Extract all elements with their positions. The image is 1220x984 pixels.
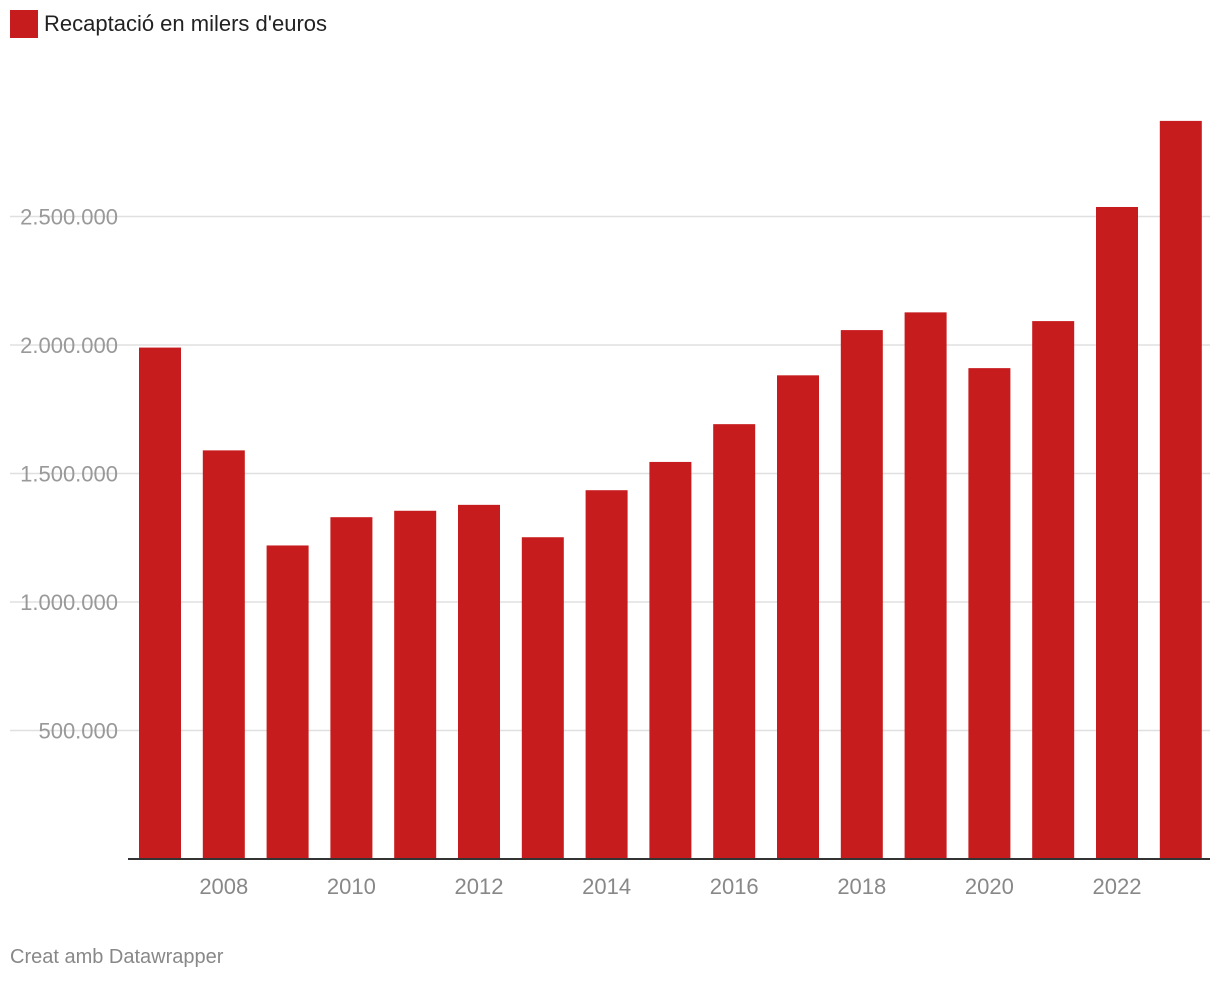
bar-2009 (266, 545, 309, 859)
bar-2007 (139, 347, 181, 859)
y-tick-label: 1.000.000 (20, 590, 118, 615)
bar-2010 (330, 517, 373, 859)
bar-2023 (1159, 120, 1202, 859)
x-axis-labels: 2008 2010 2012 2014 2016 2018 2020 2022 (199, 874, 1141, 899)
bar-2014 (585, 490, 628, 859)
y-tick-label: 500.000 (38, 719, 118, 744)
legend-swatch (10, 10, 38, 38)
bar-2020 (968, 368, 1011, 859)
bar-2018 (840, 330, 883, 859)
bar-2019 (904, 312, 947, 860)
x-tick-label: 2022 (1093, 874, 1142, 899)
bar-2008 (202, 450, 245, 859)
bars (139, 120, 1202, 860)
x-tick-label: 2008 (199, 874, 248, 899)
x-tick-label: 2014 (582, 874, 631, 899)
y-tick-label: 1.500.000 (20, 462, 118, 487)
legend: Recaptació en milers d'euros (10, 10, 327, 38)
y-tick-label: 2.500.000 (20, 205, 118, 230)
bar-2017 (777, 375, 819, 859)
bar-2021 (1032, 321, 1075, 859)
x-tick-label: 2010 (327, 874, 376, 899)
bar-2013 (521, 537, 564, 859)
bar-2012 (458, 504, 500, 859)
bar-2011 (394, 510, 437, 859)
footer-credit: Creat amb Datawrapper (10, 946, 224, 968)
bar-2022 (1096, 206, 1138, 860)
x-tick-label: 2020 (965, 874, 1014, 899)
x-tick-label: 2016 (710, 874, 759, 899)
y-axis-labels: 500.000 1.000.000 1.500.000 2.000.000 2.500.… (20, 205, 118, 744)
y-tick-label: 2.000.000 (20, 333, 118, 358)
bar-2016 (713, 424, 756, 859)
x-tick-label: 2018 (837, 874, 886, 899)
bar-2015 (649, 461, 692, 859)
x-tick-label: 2012 (455, 874, 504, 899)
legend-label: Recaptació en milers d'euros (44, 11, 328, 36)
